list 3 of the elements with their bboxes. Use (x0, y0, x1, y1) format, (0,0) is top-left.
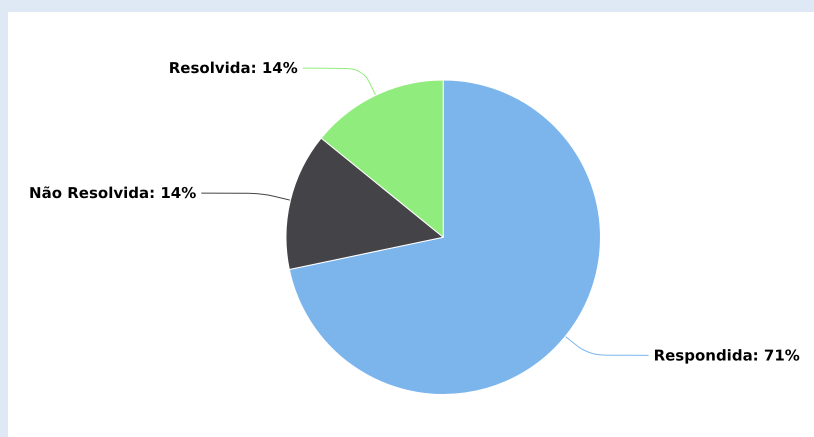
slice-label: Não Resolvida: 14% (29, 184, 196, 202)
slice-label: Resolvida: 14% (168, 59, 298, 78)
slice-label: Respondida: 71% (654, 346, 800, 364)
